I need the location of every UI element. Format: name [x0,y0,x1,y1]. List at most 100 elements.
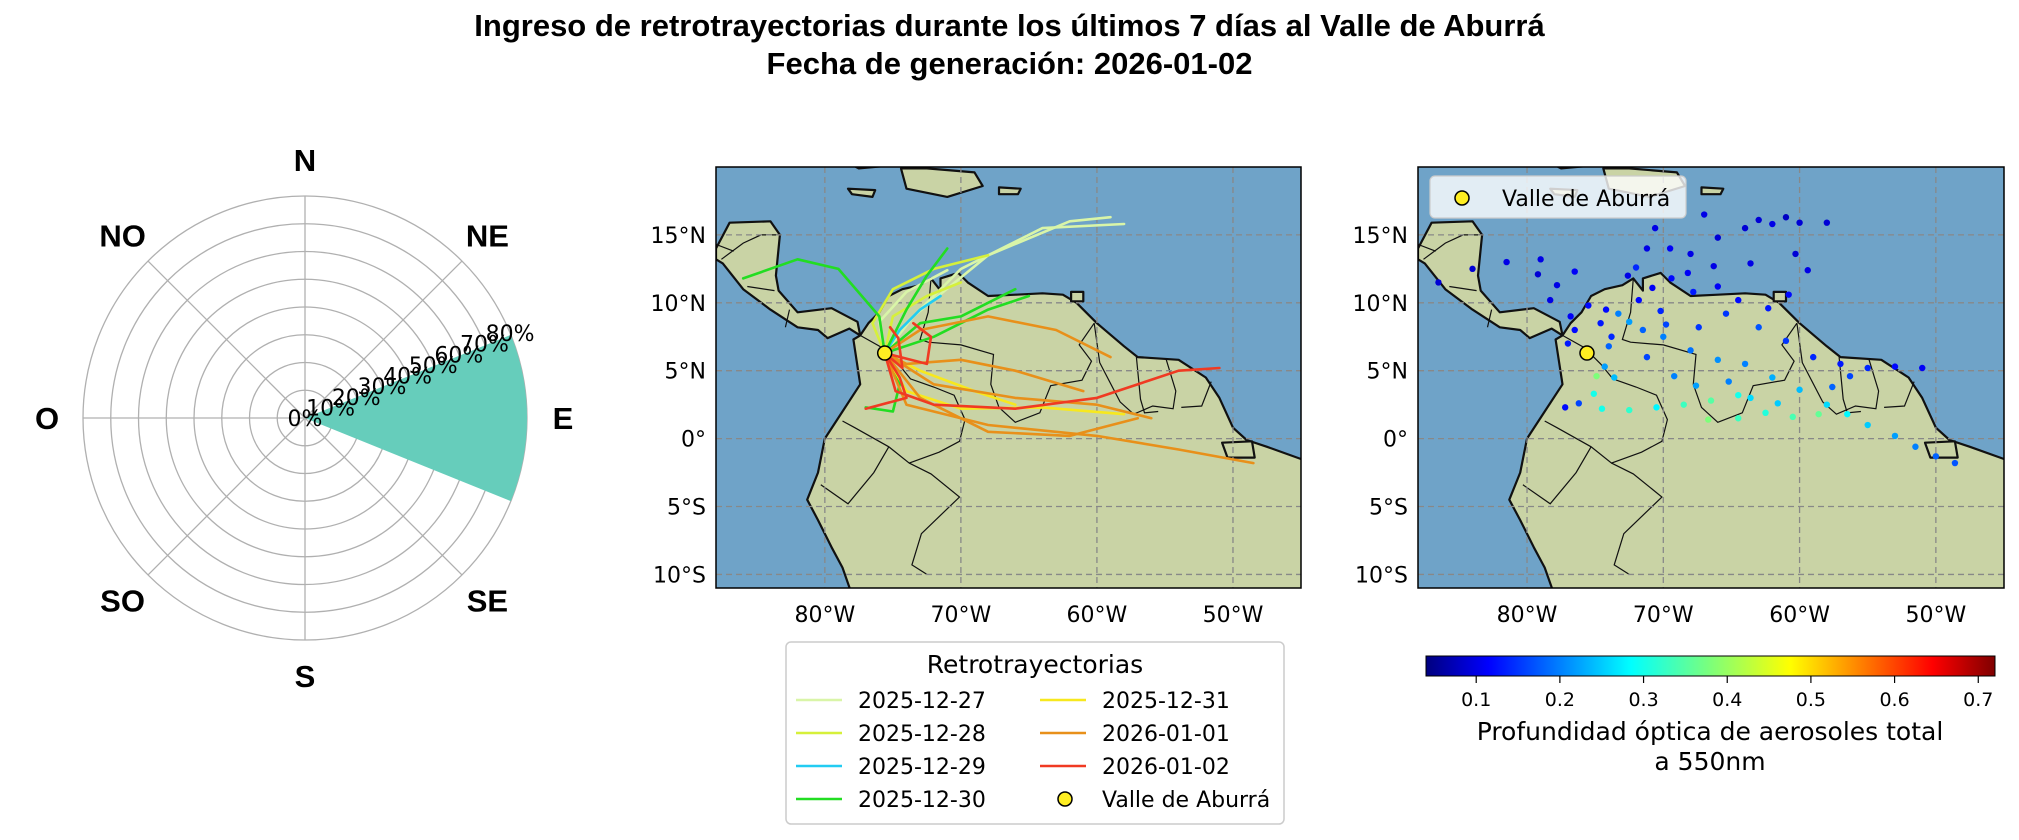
rose-direction-se: SE [467,583,508,618]
country-border [1135,357,1159,414]
x-tick-label: 70°W [931,603,992,628]
trajectory-2026-01-01 [883,351,1255,465]
rose-radial-label: 60% [434,343,483,368]
ticks-a: 80°W 70°W 60°W 50°W 15°N 10°N 5°N 0° 5°S 10°S [651,224,1264,628]
aerosol-point [1687,347,1694,354]
rose-direction-labels: N NE E SE S SO O NO [35,143,573,694]
rose-direction-o: O [35,401,59,436]
aerosol-point [1624,272,1632,279]
y-tick-label: 10°N [1353,292,1408,317]
trajectory-2026-01-01 [883,351,1153,420]
aerosol-point [1649,284,1656,292]
aerosol-point [1714,234,1722,241]
land-trinidad [1069,290,1085,303]
colorbar-tick-label: 0.6 [1879,689,1909,711]
aerosol-point [1741,224,1749,232]
country-border [716,243,734,252]
aerosol-point [1755,216,1762,224]
aerosol-point [1687,250,1694,258]
figure-title-line1: Ingreso de retrotrayectorias durante los… [474,8,1545,43]
aerosol-point [1735,415,1742,422]
aerosol-point [1680,401,1687,408]
aerosol-point [1635,296,1642,304]
land-jamaica [846,187,877,198]
aerosol-point [1714,356,1722,364]
aerosol-point [1796,386,1803,393]
legend-label: 2025-12-27 [858,689,986,714]
aerosol-point [1700,211,1708,218]
aerosol-point [1747,394,1754,402]
trajectory-2025-12-30 [741,257,887,355]
land-puerto [1700,186,1725,196]
aerosol-point [1662,321,1670,328]
legend-label: Valle de Aburrá [1102,788,1270,813]
aerosol-point [1653,404,1660,411]
aerosol-points [1435,211,1959,467]
aerosol-point [1864,421,1871,429]
rose-direction-e: E [553,401,574,436]
legend-entries: 2025-12-27 2025-12-28 2025-12-29 2025-12-30… [796,689,1270,813]
rose-spoke [147,260,306,419]
aerosol-point [1932,453,1940,460]
aerosol-point [1561,404,1569,411]
aerosol-point [1844,410,1851,418]
colorbar-tick-label: 0.3 [1628,689,1658,711]
aerosol-point [1815,410,1822,418]
aerosol-point [1503,258,1510,266]
aerosol-point [1735,391,1742,399]
aerosol-point [1823,401,1831,408]
legend-marker-site [1057,791,1073,807]
aerosol-point [1692,382,1700,389]
country-border [747,285,775,292]
rose-radial-labels: 0%10%20%30%40%50%60%70%80% [288,322,535,432]
aerosol-point [1891,432,1899,440]
rose-spoke [304,260,463,419]
y-tick-label: 10°S [653,563,706,588]
colorbar: 0.1 0.2 0.3 0.4 0.5 0.6 0.7 Profundidad óptica… [1425,655,1996,776]
aerosol-point [1891,363,1899,370]
legend-label: 2026-01-02 [1102,755,1230,780]
legend-title: Retrotrayectorias [927,650,1143,679]
aerosol-point [1615,310,1622,317]
trajectory-2025-12-28 [871,254,990,355]
rose-radial-label: 80% [486,322,535,347]
aerosol-point [1632,264,1640,271]
rose-direction-no: NO [99,219,146,254]
aerosol-point [1666,245,1674,252]
aerosol-point [1601,363,1608,370]
aerosol-point [1626,406,1633,414]
country-border [1611,462,1663,575]
aerosol-point [1605,343,1612,350]
trajectory-2025-12-30 [883,287,1017,355]
aerosol-point [1626,318,1633,326]
aerosol-point [1782,214,1790,221]
y-tick-label: 10°S [1355,563,1408,588]
aerosol-point [1762,409,1769,417]
aerosol-point [1695,324,1702,331]
country-border [1486,309,1493,328]
country-border [1838,357,1861,414]
aerosol-point [1951,459,1959,467]
site-marker-a [876,345,893,361]
colorbar-label-line2: a 550nm [1654,747,1765,776]
map-b-legend-marker [1454,190,1470,206]
trajectory-map: 80°W 70°W 60°W 50°W 15°N 10°N 5°N 0° 5°S 10°S [651,166,1302,628]
country-border [1884,381,1915,408]
aerosol-point [1564,340,1572,347]
country-border [1418,243,1436,252]
aerosol-point [1571,268,1578,275]
aerosol-point [1534,271,1542,278]
rose-grid [82,195,528,641]
aerosol-point [1657,307,1664,315]
aerosol-point [1864,364,1871,372]
rose-radial-label: 40% [383,365,432,390]
aerosol-point [1714,283,1722,290]
x-tick-label: 70°W [1633,603,1694,628]
y-tick-label: 0° [1383,428,1408,453]
aerosol-point [1585,302,1592,309]
rose-direction-s: S [295,659,316,694]
country-border [908,462,961,575]
trajectory-2026-01-02 [883,351,1221,411]
y-tick-label: 15°N [651,224,706,249]
x-tick-label: 50°W [1203,603,1264,628]
